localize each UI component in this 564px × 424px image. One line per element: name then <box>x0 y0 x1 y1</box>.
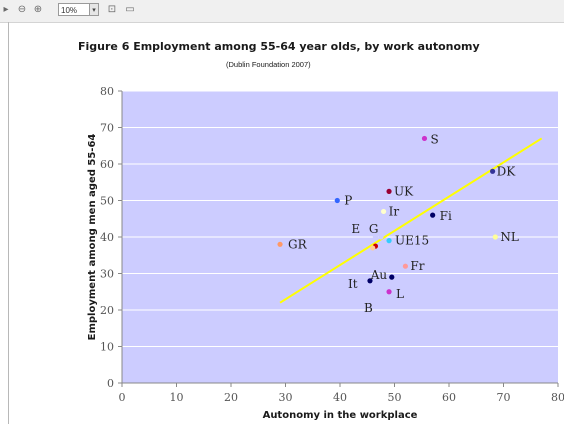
x-tick-label: 10 <box>170 391 184 404</box>
chart-title: Figure 6 Employment among 55-64 year old… <box>78 40 480 53</box>
data-point <box>490 168 496 174</box>
x-tick-label: 80 <box>551 391 564 404</box>
x-tick-label: 40 <box>333 391 347 404</box>
small-triangle-icon[interactable]: ▸ <box>3 4 9 15</box>
data-point <box>421 135 428 142</box>
point-label: Au <box>370 268 388 282</box>
y-axis-ticks: 0 10 20 30 40 50 60 70 80 <box>100 85 122 390</box>
point-label: Ir <box>389 204 400 218</box>
x-tick-label: 0 <box>119 391 126 404</box>
chart-subtitle: (Dublin Foundation 2007) <box>226 60 311 69</box>
data-point <box>389 274 395 280</box>
data-point <box>378 234 384 240</box>
point-label: UE15 <box>395 234 429 248</box>
data-point <box>370 245 376 251</box>
point-labels: S DK UK P Ir Fi E G NL UE15 GR Fr Au It L B <box>288 132 519 315</box>
x-tick-label: 50 <box>388 391 402 404</box>
data-point <box>386 238 392 244</box>
x-tick-label: 30 <box>279 391 293 404</box>
toolbar: ▸ ⊖ ⊕ 10% ▾ ⊡ ▭ <box>0 0 564 23</box>
data-point <box>430 212 436 218</box>
y-tick-label: 80 <box>100 85 114 98</box>
fit-page-icon[interactable]: ⊡ <box>107 4 117 15</box>
data-point <box>367 296 373 302</box>
point-label: GR <box>288 237 308 251</box>
data-point <box>277 241 283 247</box>
chevron-down-icon[interactable]: ▾ <box>90 3 99 16</box>
y-tick-label: 40 <box>100 231 114 244</box>
page-edge <box>8 22 9 424</box>
data-point <box>492 234 498 240</box>
y-tick-label: 60 <box>100 158 114 171</box>
point-label: DK <box>497 164 517 178</box>
point-label: G <box>369 222 379 236</box>
point-label: E <box>351 222 360 236</box>
data-point <box>367 278 373 284</box>
point-label: Fi <box>440 209 452 223</box>
data-point <box>334 197 340 204</box>
data-point <box>386 289 392 295</box>
gridlines <box>122 90 558 347</box>
point-label: It <box>348 277 358 291</box>
view-icon[interactable]: ▭ <box>125 4 135 15</box>
y-axis-label: Employment among men aged 55-64 <box>87 134 98 341</box>
zoom-out-icon[interactable]: ⊖ <box>17 4 27 15</box>
y-tick-label: 20 <box>100 304 114 317</box>
zoom-in-icon[interactable]: ⊕ <box>33 4 43 15</box>
data-points <box>277 135 498 302</box>
y-tick-label: 70 <box>100 122 114 135</box>
x-axis-label: Autonomy in the workplace <box>263 410 418 421</box>
y-tick-label: 50 <box>100 195 114 208</box>
data-point <box>381 208 387 215</box>
x-tick-label: 60 <box>442 391 456 404</box>
data-point <box>402 263 408 269</box>
point-label: Fr <box>410 259 424 273</box>
point-label: L <box>396 287 404 301</box>
point-label: UK <box>394 184 414 198</box>
x-tick-label: 70 <box>497 391 511 404</box>
x-axis-ticks: 0 10 20 30 40 50 60 70 80 <box>119 383 564 404</box>
point-label: P <box>344 194 352 208</box>
y-tick-label: 10 <box>100 341 114 354</box>
data-point <box>372 234 379 240</box>
trendline <box>279 137 543 304</box>
point-label: B <box>364 301 373 315</box>
zoom-select[interactable]: 10% <box>58 3 90 16</box>
x-tick-label: 20 <box>224 391 238 404</box>
point-label: S <box>430 132 438 146</box>
data-point <box>386 188 392 194</box>
y-tick-label: 30 <box>100 268 114 281</box>
y-tick-label: 0 <box>107 377 114 390</box>
point-label: NL <box>500 230 519 244</box>
